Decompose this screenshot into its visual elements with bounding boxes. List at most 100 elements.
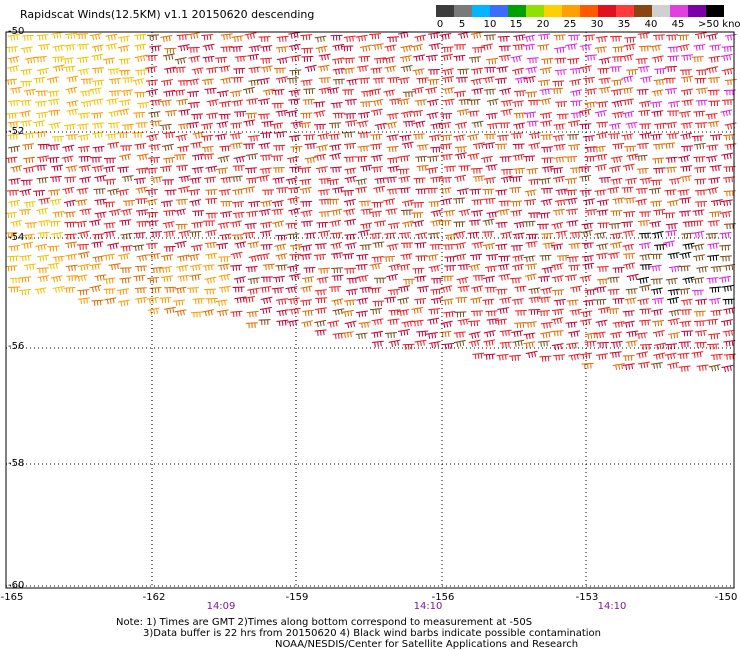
wind-barb xyxy=(162,221,175,229)
wind-barb xyxy=(146,220,159,227)
wind-barb xyxy=(318,210,331,218)
wind-barb xyxy=(498,54,511,62)
wind-barb xyxy=(369,232,382,240)
wind-barb xyxy=(482,188,495,195)
wind-barb xyxy=(145,242,158,249)
wind-barb xyxy=(360,164,373,172)
wind-barb xyxy=(302,309,315,317)
wind-barb xyxy=(495,318,508,326)
wind-barb xyxy=(710,265,723,273)
wind-barb xyxy=(482,231,495,238)
wind-barb xyxy=(162,131,175,139)
wind-barb xyxy=(626,273,639,281)
wind-barb xyxy=(117,132,130,139)
wind-barb xyxy=(119,267,132,274)
wind-barb xyxy=(428,308,441,315)
wind-barb xyxy=(65,86,78,95)
wind-barb xyxy=(579,44,592,51)
wind-barb xyxy=(19,120,32,127)
wind-barb xyxy=(259,154,272,161)
wind-barb xyxy=(103,165,116,173)
wind-barb xyxy=(579,275,592,283)
wind-barb xyxy=(134,287,147,294)
wind-barb xyxy=(662,240,675,248)
wind-barb xyxy=(425,54,438,62)
wind-barb xyxy=(147,277,160,284)
wind-barb xyxy=(414,298,427,305)
wind-barb xyxy=(287,156,300,164)
wind-barb xyxy=(164,66,177,74)
wind-barb xyxy=(64,233,77,240)
wind-barb xyxy=(569,231,582,238)
wind-barb xyxy=(174,57,187,65)
wind-barb xyxy=(274,243,287,251)
wind-barb xyxy=(50,31,63,39)
wind-barb xyxy=(556,113,569,120)
wind-barb xyxy=(439,33,452,40)
wind-barb xyxy=(554,69,567,76)
wind-barb xyxy=(594,298,607,305)
wind-barb xyxy=(415,232,428,240)
wind-barb xyxy=(611,111,624,119)
wind-barb xyxy=(230,310,243,318)
wind-barb xyxy=(653,352,666,360)
wind-barb xyxy=(300,79,313,86)
wind-barb xyxy=(327,87,340,95)
wind-barb xyxy=(61,57,75,64)
wind-barb xyxy=(47,157,60,164)
colorbar-tick: 0 xyxy=(436,19,444,30)
wind-barb xyxy=(317,189,330,196)
wind-barb xyxy=(217,155,230,163)
wind-barb xyxy=(513,34,526,42)
wind-barb xyxy=(416,330,429,337)
wind-barb xyxy=(20,179,33,186)
wind-barb xyxy=(104,157,117,164)
wind-barb xyxy=(63,286,76,294)
wind-barb xyxy=(509,277,522,284)
wind-barb xyxy=(131,132,144,138)
wind-barb xyxy=(584,54,597,61)
wind-barb xyxy=(696,364,709,372)
wind-barb xyxy=(117,253,130,261)
wind-barb xyxy=(21,143,35,150)
wind-barb xyxy=(552,354,566,361)
wind-barb xyxy=(47,262,60,270)
wind-barb xyxy=(10,219,23,228)
wind-barb xyxy=(427,232,440,239)
wind-barb xyxy=(596,265,609,272)
wind-barb xyxy=(526,233,539,240)
wind-barb xyxy=(329,122,342,129)
wind-barb xyxy=(248,200,261,208)
wind-barb xyxy=(232,286,245,293)
wind-barb xyxy=(370,154,383,162)
wind-barb xyxy=(693,44,706,51)
wind-barb xyxy=(579,189,592,196)
wind-barb xyxy=(681,330,694,337)
wind-barb xyxy=(259,167,272,175)
wind-barb xyxy=(554,46,567,54)
wind-barb xyxy=(191,113,204,120)
wind-barb xyxy=(189,273,202,281)
wind-barb xyxy=(190,311,203,318)
wind-barb xyxy=(204,241,217,249)
wind-barb xyxy=(271,287,284,294)
wind-barb xyxy=(330,232,343,239)
wind-barb xyxy=(439,330,452,338)
wind-barb xyxy=(539,254,552,261)
wind-barb xyxy=(275,46,288,53)
wind-barb xyxy=(598,306,611,314)
wind-barb xyxy=(218,113,231,120)
wind-barb xyxy=(541,157,554,164)
wind-barb xyxy=(371,256,384,263)
wind-barb xyxy=(344,113,357,120)
wind-barb xyxy=(455,76,468,83)
wind-barb xyxy=(456,276,469,285)
wind-barb xyxy=(102,57,115,65)
wind-barb xyxy=(77,297,90,304)
wind-barb xyxy=(303,88,316,95)
wind-barb xyxy=(453,339,466,348)
wind-barb xyxy=(468,56,481,63)
wind-barb xyxy=(104,178,117,186)
wind-barb xyxy=(426,166,439,174)
colorbar-tick: 30 xyxy=(590,19,604,30)
